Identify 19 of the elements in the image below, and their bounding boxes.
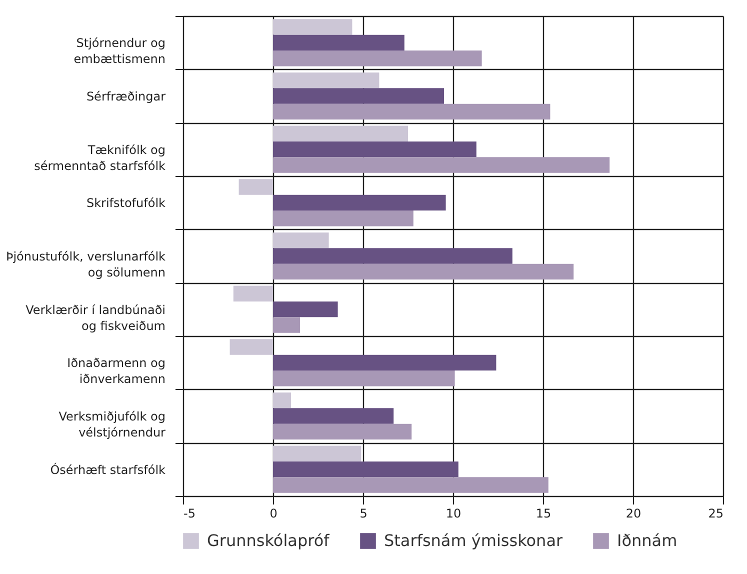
legend-label: Iðnnám — [617, 531, 678, 550]
x-tick-label: 25 — [708, 506, 724, 520]
legend-label: Starfsnám ýmisskonar — [384, 531, 563, 550]
y-tick-label: Ósérhæft starfsfólk — [50, 462, 166, 477]
y-tick-label: Verksmiðjufólk og vélstjórnendur — [58, 410, 166, 440]
x-tick-label: 5 — [360, 506, 368, 520]
x-tick-label: 10 — [446, 506, 462, 520]
y-tick-label: Þjónustufólk, verslunarfólk og sölumenn — [6, 250, 166, 280]
y-tick-label: Verklærðir í landbúnaði og fiskveiðum — [26, 302, 166, 333]
y-tick-label: Skrifstofufólk — [86, 196, 166, 210]
legend-label: Grunnskólapróf — [207, 531, 330, 550]
y-tick-label: Iðnaðarmenn og iðnverkamenn — [67, 356, 166, 386]
x-tick-label: 20 — [626, 506, 642, 520]
x-tick-label: -5 — [184, 506, 196, 520]
x-tick-label: 15 — [536, 506, 552, 520]
y-tick-label: Tæknifólk og sérmenntað starfsfólk — [34, 142, 166, 173]
x-tick-label: 0 — [270, 506, 278, 520]
y-tick-label: Sérfræðingar — [86, 90, 166, 104]
y-tick-label: Stjórnendur og embættismenn — [74, 36, 166, 66]
